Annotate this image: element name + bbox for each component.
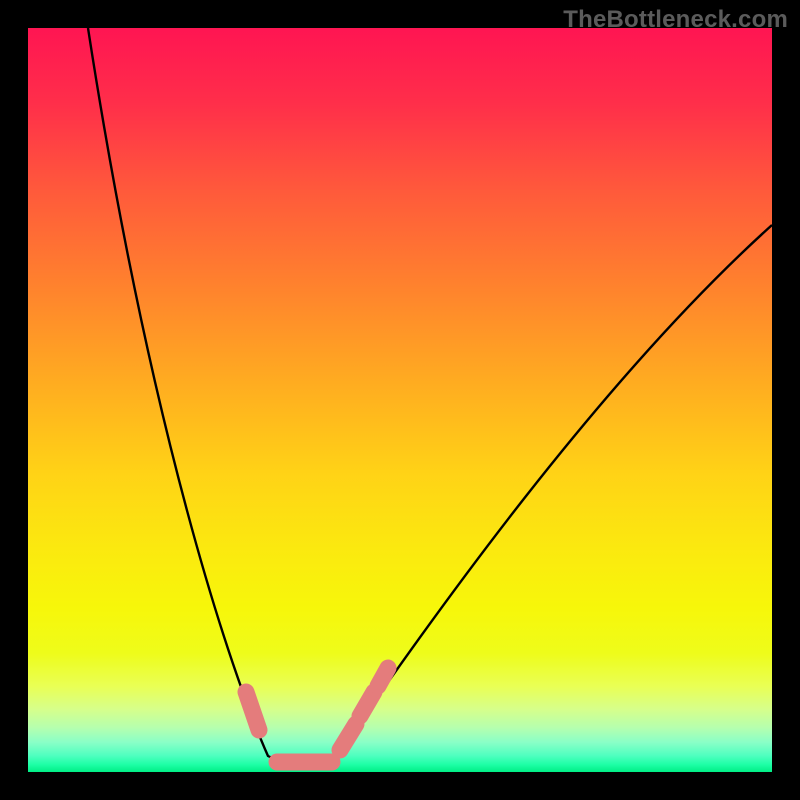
stage: TheBottleneck.com: [0, 0, 800, 800]
plot-background: [28, 28, 772, 772]
watermark-text: TheBottleneck.com: [563, 6, 788, 34]
plot-svg: [0, 0, 800, 800]
highlight-mark: [378, 668, 388, 686]
highlight-mark: [360, 692, 374, 716]
